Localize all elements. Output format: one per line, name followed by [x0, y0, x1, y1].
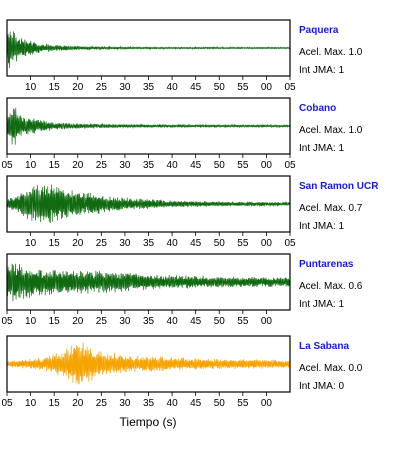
x-tick-label: 40	[167, 316, 179, 327]
x-tick-label: 35	[143, 316, 155, 327]
x-tick-label: 25	[96, 398, 108, 409]
x-tick-label: 50	[214, 238, 226, 249]
panel-cobano: 05 10 15 20 25 30 35 40 45 50 55 00 05 Cobano Acel. Ma…	[1, 97, 363, 171]
x-tick-label: 45	[190, 398, 202, 409]
x-tick-label: 55	[237, 238, 249, 249]
x-tick-label: 40	[167, 82, 179, 93]
x-tick-label: 00	[261, 160, 273, 171]
x-tick-label: 15	[49, 238, 61, 249]
x-tick-label: 05	[1, 398, 13, 409]
x-tick-label: 15	[49, 398, 61, 409]
acel-max-label: Acel. Max. 0.7	[299, 203, 363, 214]
x-tick-label: 40	[167, 238, 179, 249]
acel-max-label: Acel. Max. 1.0	[299, 125, 363, 136]
int-jma-label: Int JMA: 1	[299, 299, 344, 310]
x-tick-label: 35	[143, 82, 155, 93]
x-tick-label: 30	[119, 160, 131, 171]
x-tick-label: 55	[237, 316, 249, 327]
int-jma-label: Int JMA: 1	[299, 143, 344, 154]
x-tick-label: 25	[96, 316, 108, 327]
int-jma-label: Int JMA: 0	[299, 381, 344, 392]
x-tick-label: 55	[237, 398, 249, 409]
acel-max-label: Acel. Max. 0.0	[299, 363, 363, 374]
x-tick-label: 10	[25, 160, 37, 171]
seismic-trace	[7, 342, 290, 385]
x-tick-label: 45	[190, 160, 202, 171]
x-tick-label: 25	[96, 82, 108, 93]
x-tick-label: 15	[49, 82, 61, 93]
x-tick-label: 45	[190, 316, 202, 327]
x-tick-label: 05	[284, 238, 296, 249]
x-tick-label: 40	[167, 398, 179, 409]
station-name: La Sabana	[299, 341, 349, 352]
x-tick-label: 05	[1, 316, 13, 327]
x-tick-label: 05	[1, 160, 13, 171]
x-tick-label: 20	[72, 82, 84, 93]
x-tick-label: 00	[261, 238, 273, 249]
x-tick-label: 15	[49, 316, 61, 327]
x-tick-label: 00	[261, 316, 273, 327]
x-tick-label: 10	[25, 316, 37, 327]
x-tick-label: 05	[284, 82, 296, 93]
x-tick-label: 55	[237, 82, 249, 93]
int-jma-label: Int JMA: 1	[299, 65, 344, 76]
x-tick-label: 35	[143, 160, 155, 171]
x-axis-title: Tiempo (s)	[120, 415, 177, 429]
seismic-trace	[7, 184, 290, 224]
panel-san-ramon-ucr: 10 15 20 25 30 35 40 45 50 55 00 05 San Ramon UCR Ace…	[6, 175, 379, 249]
x-tick-label: 40	[167, 160, 179, 171]
int-jma-label: Int JMA: 1	[299, 221, 344, 232]
x-tick-label: 30	[119, 398, 131, 409]
x-tick-label: 10	[25, 238, 37, 249]
station-name: Cobano	[299, 103, 336, 114]
x-tick-label: 00	[261, 82, 273, 93]
x-tick-label: 20	[72, 238, 84, 249]
seismic-trace	[7, 263, 290, 302]
x-tick-label: 00	[261, 398, 273, 409]
x-tick-label: 20	[72, 398, 84, 409]
station-name: San Ramon UCR	[299, 181, 379, 192]
panel-puntarenas: 05 10 15 20 25 30 35 40 45 50 55 00 Puntarenas Acel. …	[1, 253, 363, 327]
x-tick-label: 10	[25, 82, 37, 93]
x-tick-label: 30	[119, 316, 131, 327]
station-name: Puntarenas	[299, 259, 354, 270]
panel-paquera: 10 15 20 25 30 35 40 45 50 55 00 05 Paquera Acel. Max…	[6, 19, 363, 93]
acel-max-label: Acel. Max. 1.0	[299, 47, 363, 58]
x-tick-label: 50	[214, 82, 226, 93]
x-tick-label: 20	[72, 160, 84, 171]
x-tick-label: 05	[284, 160, 296, 171]
x-tick-label: 45	[190, 238, 202, 249]
x-tick-label: 35	[143, 398, 155, 409]
acel-max-label: Acel. Max. 0.6	[299, 281, 363, 292]
station-name: Paquera	[299, 25, 339, 36]
seismic-trace	[7, 107, 290, 145]
seismic-trace	[7, 31, 290, 69]
x-tick-label: 25	[96, 238, 108, 249]
x-tick-label: 15	[49, 160, 61, 171]
panel-la-sabana: 05 10 15 20 25 30 35 40 45 50 55 00 La Sabana Acel. M…	[1, 335, 363, 409]
x-tick-label: 50	[214, 160, 226, 171]
x-tick-label: 50	[214, 316, 226, 327]
x-tick-label: 25	[96, 160, 108, 171]
x-tick-label: 30	[119, 82, 131, 93]
x-tick-label: 10	[25, 398, 37, 409]
x-tick-label: 20	[72, 316, 84, 327]
x-tick-label: 50	[214, 398, 226, 409]
x-tick-label: 35	[143, 238, 155, 249]
x-tick-label: 55	[237, 160, 249, 171]
x-tick-label: 45	[190, 82, 202, 93]
x-tick-label: 30	[119, 238, 131, 249]
